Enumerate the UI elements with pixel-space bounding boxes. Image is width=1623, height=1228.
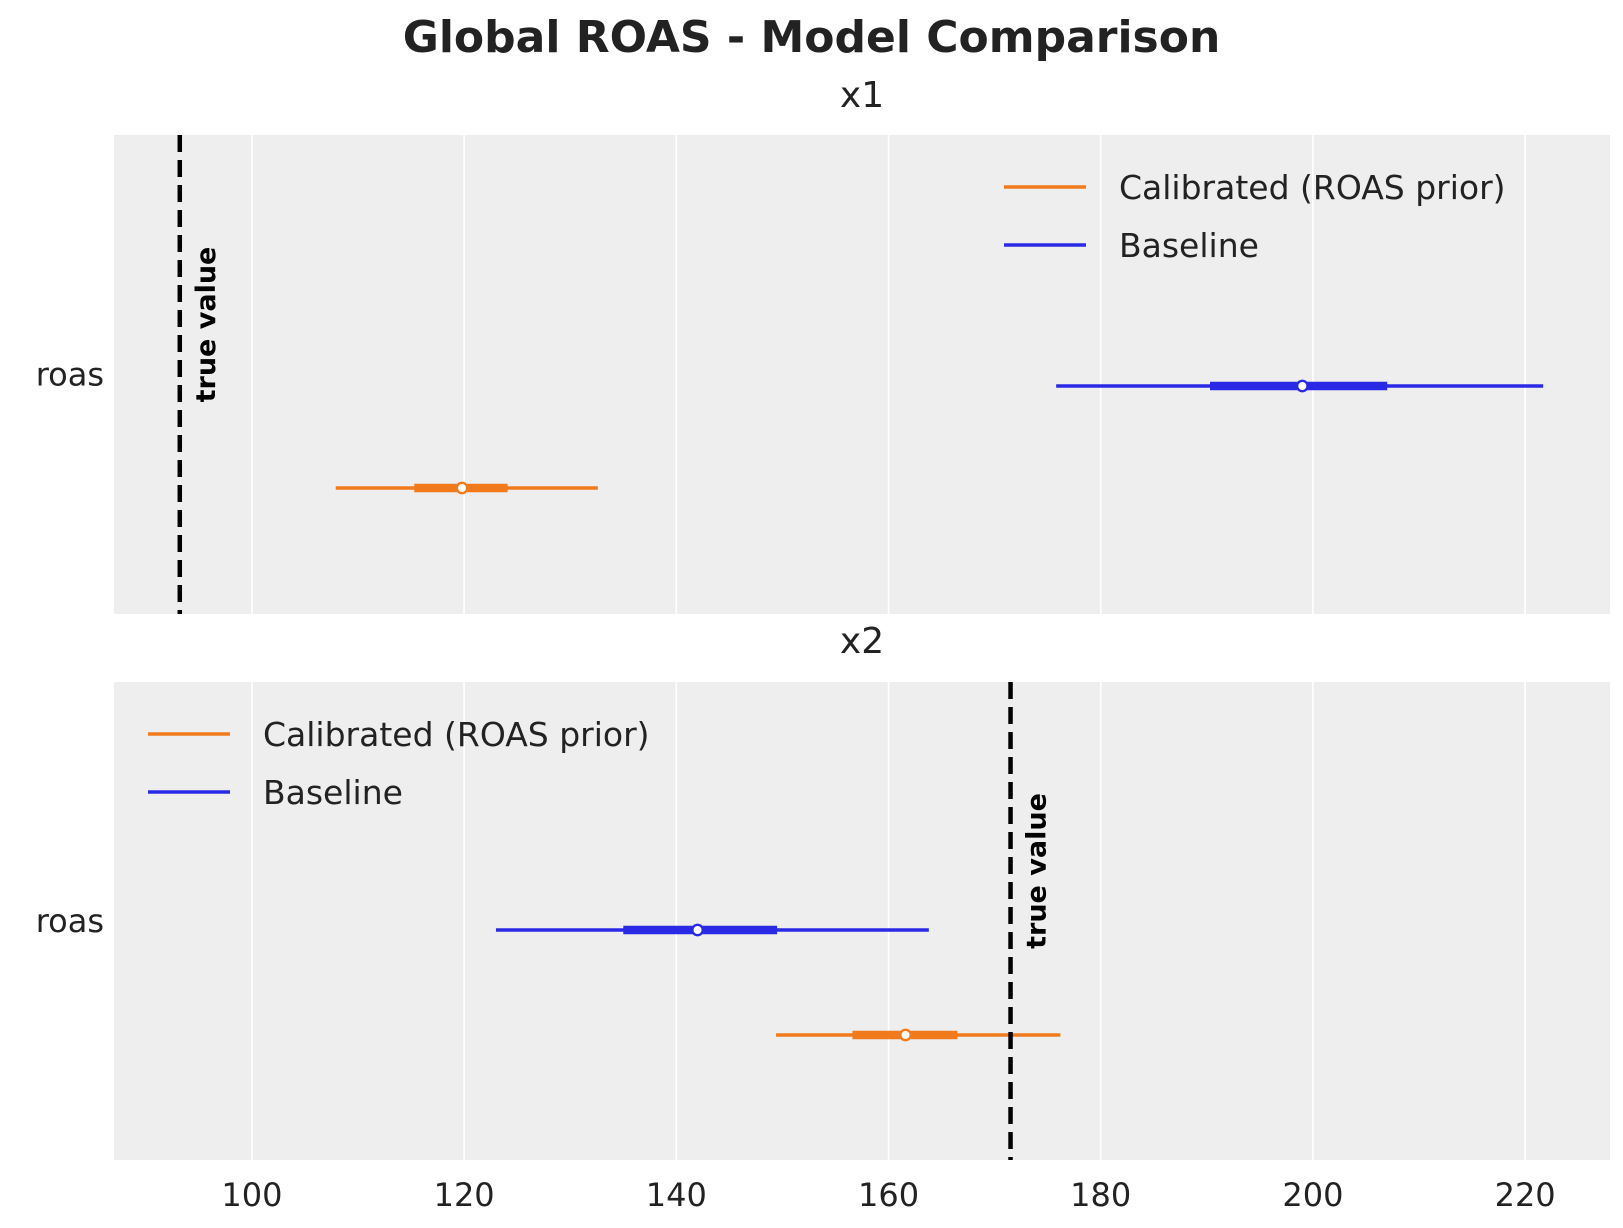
figure-title: Global ROAS - Model Comparison [402,12,1221,63]
interval-baseline [1056,379,1544,393]
y-tick-label: roas [36,356,104,394]
median-point [455,481,469,495]
legend: Calibrated (ROAS prior) Baseline [1004,168,1506,265]
legend: Calibrated (ROAS prior) Baseline [148,715,650,812]
x-tick-label: 220 [1495,1176,1556,1214]
x-tick-label: 180 [1070,1176,1131,1214]
legend-label: Calibrated (ROAS prior) [1119,168,1506,207]
x-tick-label: 140 [646,1176,707,1214]
x-tick-label: 200 [1282,1176,1343,1214]
plot-area [114,135,1610,614]
x-tick-label: 160 [858,1176,919,1214]
true-value-label: true value [191,247,222,403]
true-value-label: true value [1022,793,1053,949]
interval-calibrated [335,481,598,495]
legend-label: Calibrated (ROAS prior) [263,715,650,754]
plot-area [114,682,1610,1160]
legend-label: Baseline [1119,226,1259,265]
x-tick-label: 120 [434,1176,495,1214]
panel-title: x2 [840,621,884,662]
panel-title: x1 [840,75,884,116]
panel-x2: x2 roas 100 120 140 160 180 200 220 true value Cal… [36,621,1610,1214]
interval-baseline [495,923,929,937]
x-tick-label: 100 [221,1176,282,1214]
median-point [899,1028,912,1042]
median-point [1295,379,1309,393]
interval-calibrated [776,1028,1061,1042]
panel-x1: x1 roas true value Calibrated (ROAS prior) B… [36,75,1610,614]
legend-label: Baseline [263,773,403,812]
y-tick-label: roas [36,902,104,940]
median-point [691,923,704,937]
